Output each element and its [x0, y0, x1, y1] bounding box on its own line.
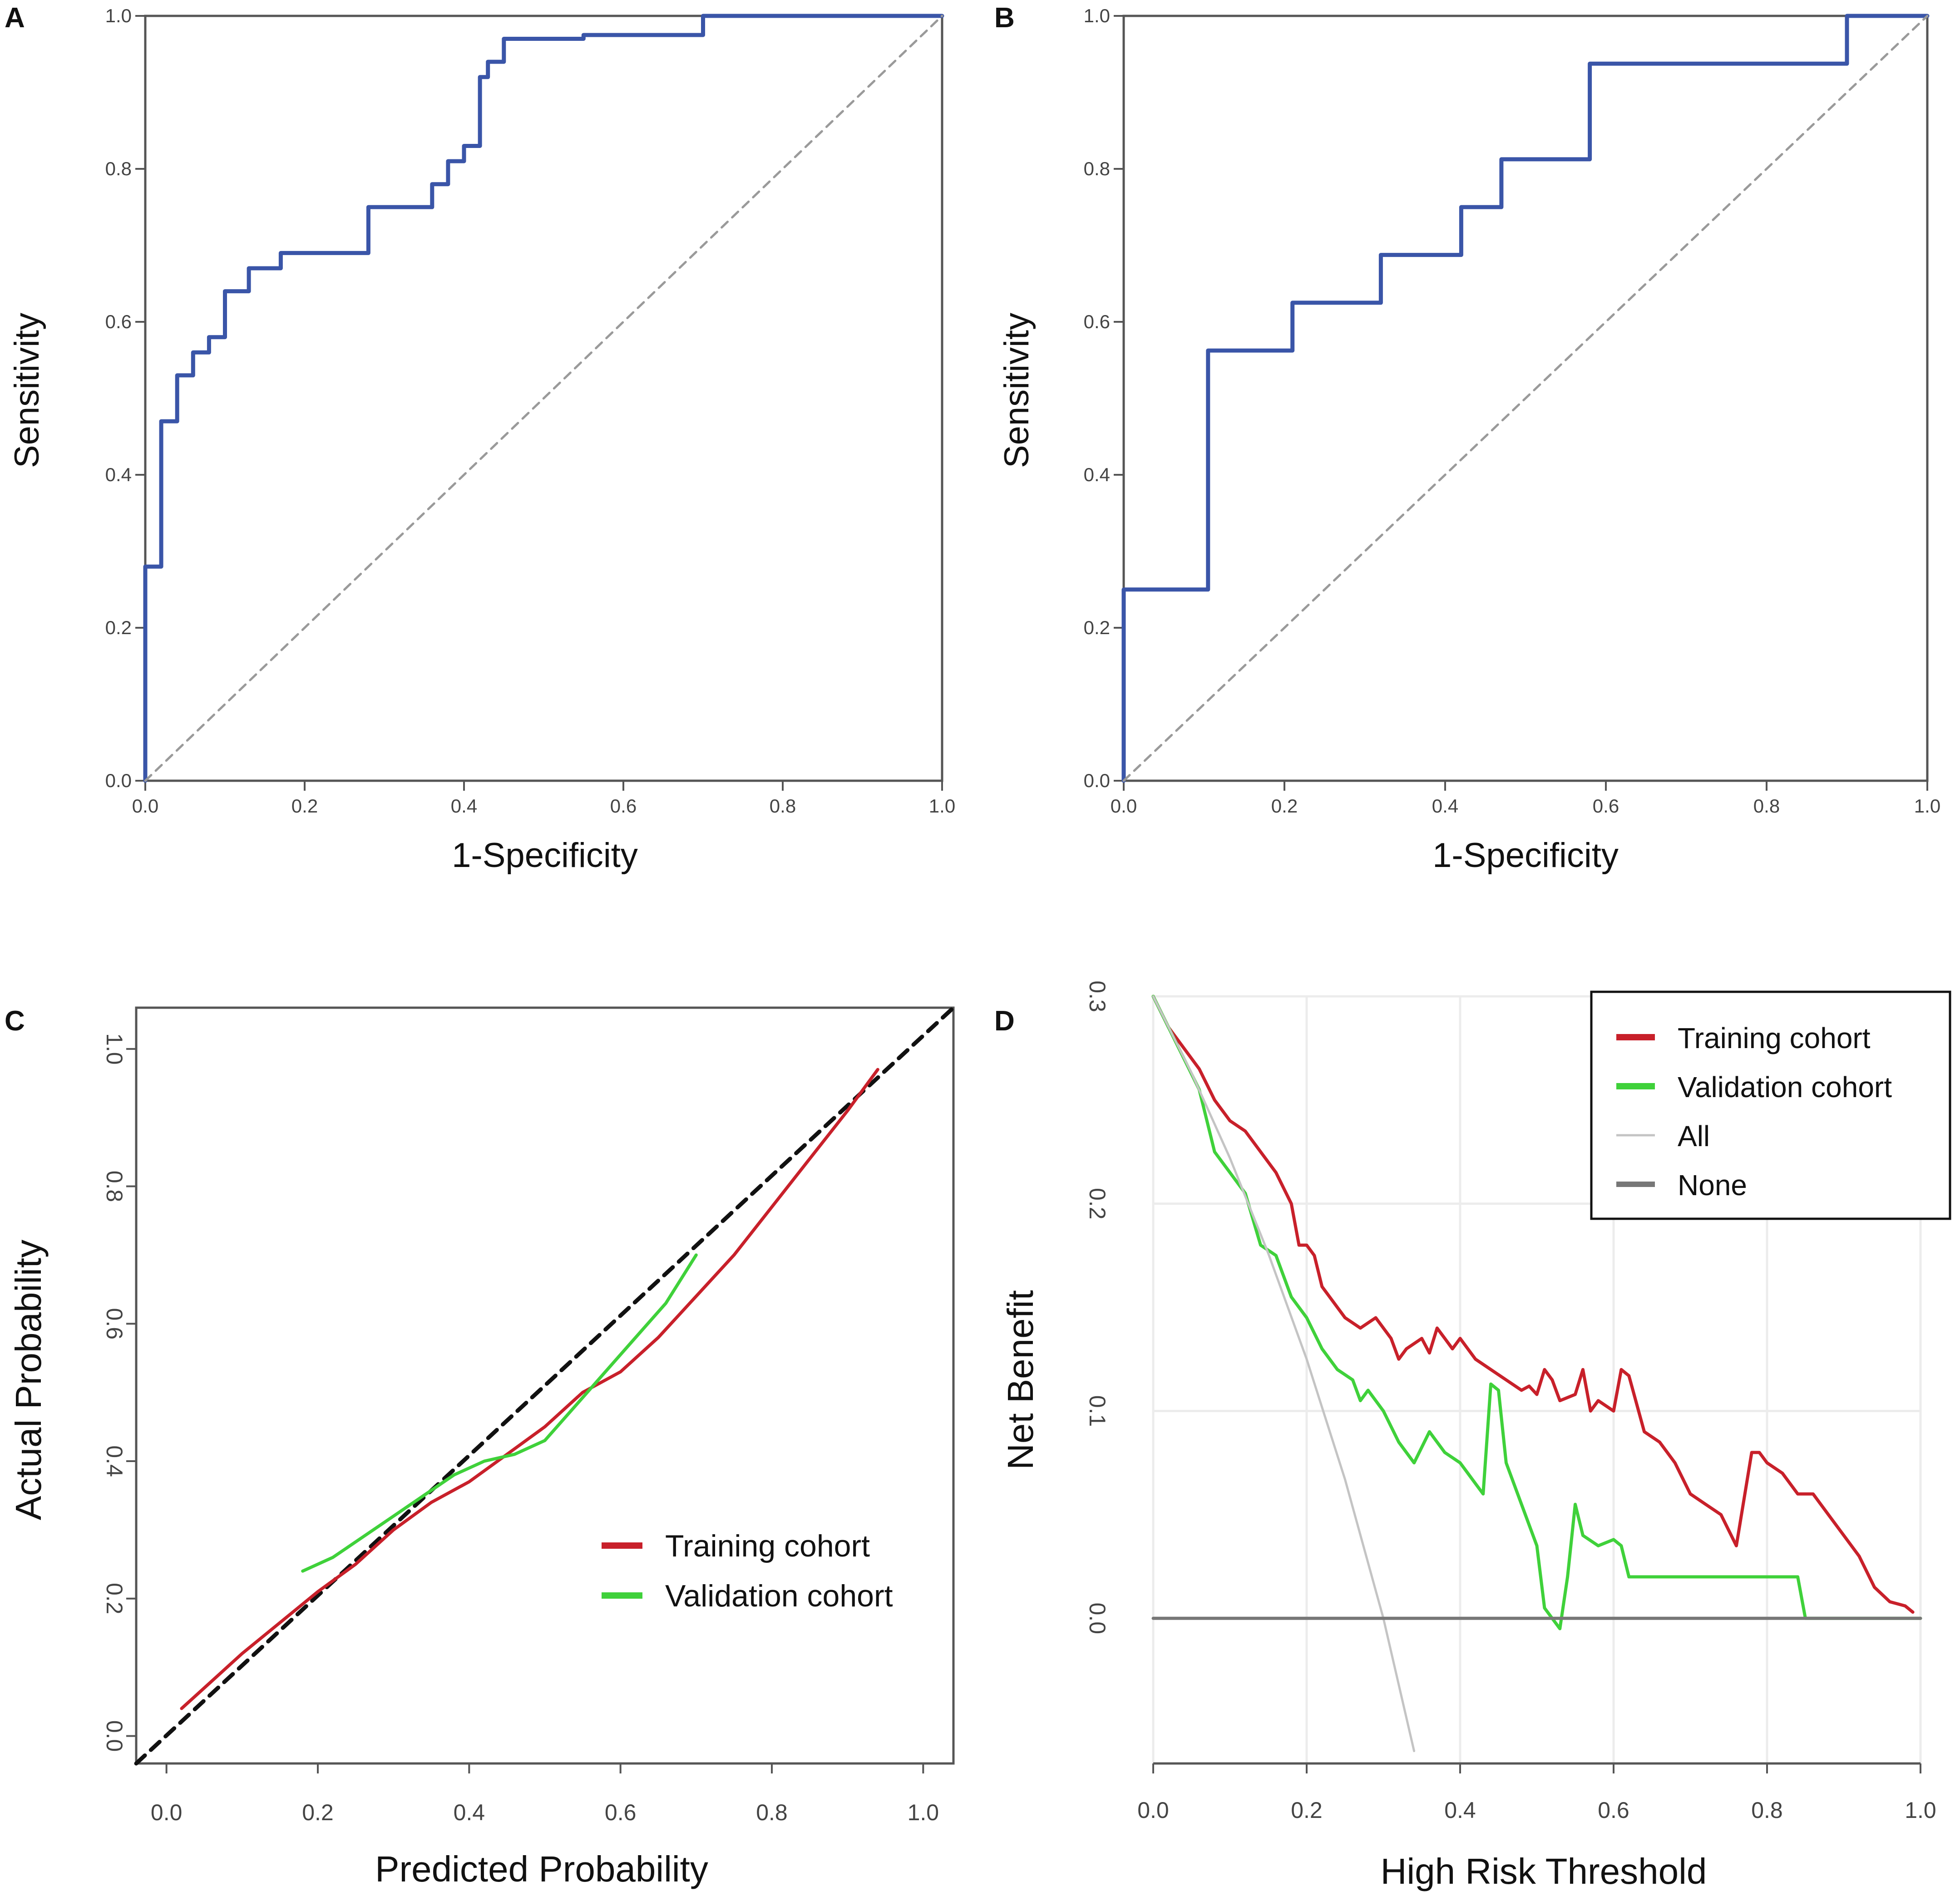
y-axis-label: Net Benefit: [1000, 1290, 1041, 1470]
x-tick-label: 0.6: [1593, 795, 1619, 817]
x-tick-label: 0.2: [1271, 795, 1298, 817]
legend-label: None: [1678, 1169, 1747, 1202]
panel-letter: B: [994, 2, 1015, 34]
plot-frame: [135, 1006, 955, 1765]
roc-panel-training: A 0.00.20.40.60.81.0 0.0 0.2 0.4 0.6 0.8 1.0 …: [5, 2, 955, 875]
series-reference: [1122, 15, 1929, 782]
legend-label: Training cohort: [1678, 1022, 1871, 1054]
series-roc: [1121, 14, 1930, 783]
x-tick-label: 0.6: [605, 1800, 637, 1825]
x-tick-labels: 0.0 0.2 0.4 0.6 0.8 1.0: [151, 1763, 939, 1825]
legend-label: All: [1678, 1120, 1710, 1152]
panel-letter: A: [5, 2, 25, 34]
series-training-cohort: [1151, 995, 1915, 1614]
y-tick-label: 0.0: [102, 1720, 127, 1752]
y-axis-label: Actual Probability: [8, 1240, 49, 1520]
x-tick-label: 0.8: [756, 1800, 788, 1825]
x-tick-label: 1.0: [1914, 795, 1940, 817]
series-reference: [144, 15, 943, 782]
x-tick-label: 0.6: [1598, 1798, 1629, 1823]
y-tick-label: 0.4: [105, 464, 132, 485]
y-tick-label: 0.4: [1084, 464, 1110, 485]
x-tick-label: 1.0: [929, 795, 955, 817]
x-tick-label: 0.4: [451, 795, 477, 817]
x-tick-label: 0.6: [610, 795, 637, 817]
x-axis-label: 1-Specificity: [452, 836, 638, 875]
x-tick-label: 0.4: [454, 1800, 485, 1825]
y-tick-label: 0.6: [1084, 311, 1110, 332]
x-axis-label: High Risk Threshold: [1381, 1851, 1707, 1891]
calibration-panel: C 0.00.20.40.60.81.0 0.0 0.2 0.4 0.6 0.8 1.0 …: [5, 1005, 956, 1889]
series-validation-cohort: [1151, 995, 1922, 1630]
y-tick-label: 0.2: [1085, 1188, 1110, 1220]
y-tick-label: 0.4: [102, 1445, 127, 1477]
y-tick-label: 0.0: [105, 770, 132, 791]
plot-area: [1121, 14, 1930, 783]
x-tick-label: 0.4: [1432, 795, 1458, 817]
y-axis-label: Sensitivity: [8, 313, 46, 468]
legend: Training cohort Validation cohort: [602, 1529, 893, 1613]
x-tick-label: 0.0: [1137, 1798, 1169, 1823]
plot-frame: [1122, 15, 1929, 782]
x-tick-labels: 0.0 0.2 0.4 0.6 0.8 1.0: [1111, 781, 1940, 817]
legend-label: Validation cohort: [665, 1579, 893, 1613]
panel-letter: D: [994, 1005, 1015, 1037]
y-tick-label: 1.0: [102, 1033, 127, 1065]
series-ideal: [134, 1005, 956, 1766]
plot-area: [143, 14, 944, 783]
x-tick-label: 0.2: [302, 1800, 334, 1825]
x-tick-label: 1.0: [1905, 1798, 1936, 1823]
x-tick-label: 0.0: [132, 795, 158, 817]
series-roc: [143, 14, 944, 783]
series-all: [1152, 995, 1416, 1753]
x-tick-label: 0.0: [151, 1800, 183, 1825]
x-tick-label: 0.4: [1444, 1798, 1476, 1823]
y-tick-labels: 0.0 0.2 0.4 0.6 0.8 1.0: [105, 5, 145, 791]
y-tick-label: 0.6: [102, 1308, 127, 1340]
x-axis-label: 1-Specificity: [1432, 836, 1619, 875]
x-tick-label: 0.0: [1111, 795, 1137, 817]
y-tick-label: 0.0: [1084, 770, 1110, 791]
y-axis-label: Sensitivity: [997, 313, 1036, 468]
x-tick-labels: 0.0 0.2 0.4 0.6 0.8 1.0: [132, 781, 955, 817]
y-tick-label: 0.8: [102, 1171, 127, 1202]
y-tick-label: 0.2: [105, 617, 132, 638]
x-axis-label: Predicted Probability: [375, 1849, 708, 1889]
y-tick-label: 1.0: [105, 5, 132, 26]
roc-panel-validation: B 0.00.20.40.60.81.0 0.0 0.2 0.4 0.6 0.8 1.0 …: [994, 2, 1940, 875]
y-tick-label: 0.2: [102, 1583, 127, 1615]
x-tick-label: 0.2: [1291, 1798, 1323, 1823]
x-tick-label: 0.8: [1753, 795, 1780, 817]
y-tick-label: 0.0: [1085, 1603, 1110, 1635]
plot-area: [1151, 995, 1922, 1765]
legend: Training cohort Validation cohort All None: [1590, 990, 1951, 1220]
legend-frame: [1590, 990, 1951, 1220]
y-tick-label: 0.8: [1084, 158, 1110, 179]
series-validation-cohort: [301, 1253, 698, 1573]
decision-curve-panel: D 0.0 0.1 0.2 0.3 0.0 0.2 0.4 0.6 0.8 1.0 Traini…: [994, 980, 1951, 1891]
plot-area: [134, 1005, 956, 1766]
y-tick-label: 0.8: [105, 158, 132, 179]
panel-letter: C: [5, 1005, 25, 1037]
y-tick-label: 1.0: [1084, 5, 1110, 26]
y-tick-labels: 0.0 0.2 0.4 0.6 0.8 1.0: [1084, 5, 1124, 791]
x-tick-label: 0.8: [1751, 1798, 1783, 1823]
y-tick-label: 0.1: [1085, 1395, 1110, 1427]
x-tick-label: 0.2: [291, 795, 318, 817]
legend-label: Training cohort: [665, 1529, 870, 1563]
plot-frame: [144, 15, 943, 782]
y-tick-labels: 0.0 0.1 0.2 0.3: [1085, 980, 1110, 1634]
x-tick-labels: 0.0 0.2 0.4 0.6 0.8 1.0: [1137, 1763, 1936, 1823]
legend-label: Validation cohort: [1678, 1071, 1892, 1103]
x-tick-label: 0.8: [770, 795, 796, 817]
y-tick-labels: 0.0 0.2 0.4 0.6 0.8 1.0: [102, 1033, 136, 1752]
y-tick-label: 0.2: [1084, 617, 1110, 638]
x-tick-label: 1.0: [908, 1800, 939, 1825]
y-tick-label: 0.6: [105, 311, 132, 332]
series-training-cohort: [180, 1068, 879, 1710]
y-tick-label: 0.3: [1085, 980, 1110, 1012]
